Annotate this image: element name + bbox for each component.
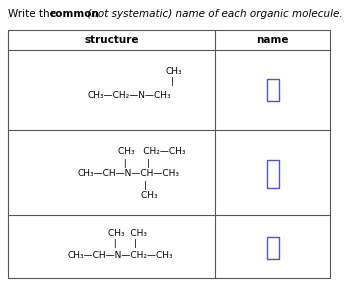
Text: common: common — [50, 9, 100, 19]
Text: (not systematic) name of each organic molecule.: (not systematic) name of each organic mo… — [84, 9, 343, 19]
Bar — [267, 160, 279, 188]
Text: CH₃  CH₃: CH₃ CH₃ — [108, 228, 147, 237]
Bar — [267, 79, 279, 101]
Text: |: | — [171, 78, 174, 87]
Text: name: name — [256, 35, 289, 45]
Text: CH₃: CH₃ — [118, 192, 158, 200]
Text: |      |: | | — [108, 239, 137, 248]
Text: structure: structure — [84, 35, 139, 45]
Text: CH₃—CH—N—CH₂—CH₃: CH₃—CH—N—CH₂—CH₃ — [68, 250, 174, 260]
Bar — [8, 30, 330, 278]
Text: Write the: Write the — [8, 9, 59, 19]
Text: CH₃—CH—N—CH—CH₃: CH₃—CH—N—CH—CH₃ — [78, 170, 180, 179]
Text: CH₃: CH₃ — [165, 68, 182, 76]
Text: CH₃—CH₂—N—CH₃: CH₃—CH₂—N—CH₃ — [88, 91, 172, 100]
Bar — [267, 237, 279, 259]
Text: |: | — [118, 181, 147, 190]
Text: |       |: | | — [118, 158, 150, 168]
Text: CH₃   CH₂—CH₃: CH₃ CH₂—CH₃ — [118, 147, 186, 156]
